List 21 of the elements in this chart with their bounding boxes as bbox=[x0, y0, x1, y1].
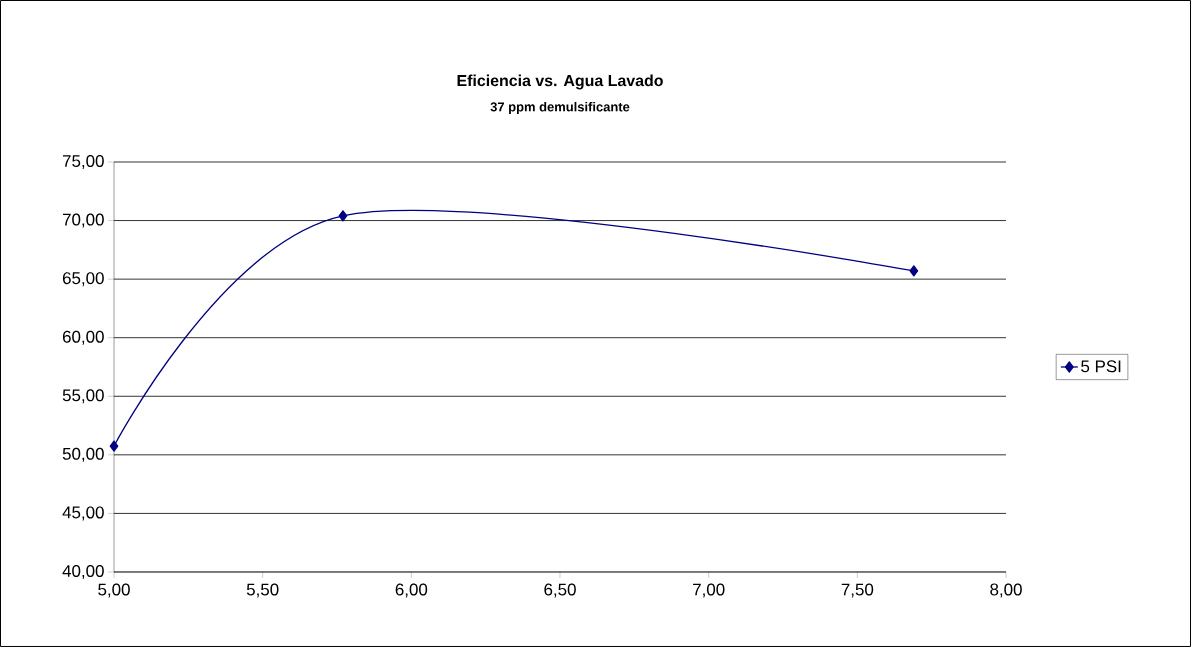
point bbox=[909, 265, 919, 277]
x-tick-label: 6,00 bbox=[395, 583, 428, 598]
chart-title: Eficiencia vs. Agua Lavado bbox=[457, 74, 663, 90]
x-tick-label: 5,00 bbox=[98, 583, 130, 598]
x-tick-label: 7,00 bbox=[693, 583, 725, 598]
y-tick-label: 50,00 bbox=[62, 447, 104, 462]
y-tick-label: 70,00 bbox=[62, 213, 104, 228]
y-tick-label: 45,00 bbox=[62, 506, 104, 521]
point bbox=[109, 440, 119, 452]
y-tick-label: 75,00 bbox=[62, 154, 104, 169]
y-tick-label: 60,00 bbox=[62, 330, 104, 345]
point bbox=[338, 210, 348, 222]
x-tick-label: 8,00 bbox=[990, 583, 1022, 598]
x-tick-label: 7,50 bbox=[841, 583, 874, 598]
y-tick-label: 55,00 bbox=[62, 389, 104, 404]
y-tick-label: 40,00 bbox=[62, 564, 104, 579]
x-tick-label: 6,50 bbox=[544, 583, 576, 598]
chart-subtitle: 37 ppm demulsificante bbox=[490, 101, 630, 115]
legend-label: 5 PSI bbox=[1081, 360, 1121, 373]
y-tick-label: 65,00 bbox=[62, 272, 104, 287]
x-tick-label: 5,50 bbox=[246, 583, 279, 598]
